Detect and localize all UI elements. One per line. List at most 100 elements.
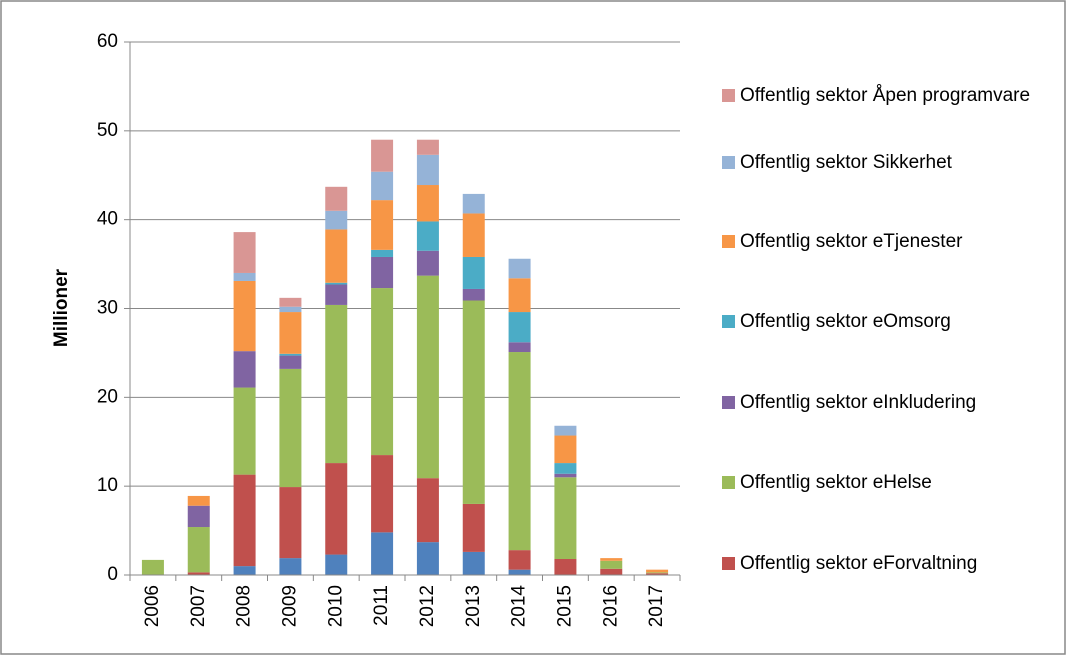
x-tick-label: 2016 — [600, 585, 621, 627]
bar-segment — [600, 560, 623, 569]
y-tick-label: 10 — [97, 475, 118, 496]
bar-segment — [233, 387, 256, 475]
legend-label: Offentlig sektor eOmsorg — [740, 311, 951, 332]
bar-segment — [462, 193, 485, 214]
bar-segment — [279, 487, 302, 559]
x-tick-label: 2013 — [463, 585, 484, 627]
x-tick-label: 2014 — [509, 585, 530, 628]
bar-segment — [233, 232, 256, 273]
x-tick-label: 2017 — [646, 585, 667, 627]
bar-segment — [325, 210, 348, 230]
bar-segment — [646, 573, 669, 575]
legend-label: Offentlig sektor eHelse — [740, 472, 932, 493]
bar-segment — [554, 425, 577, 436]
bar-segment — [508, 352, 531, 551]
bar-segment — [371, 455, 394, 533]
bar-segment — [233, 474, 256, 567]
legend-swatch — [722, 557, 735, 570]
bar-segment — [325, 282, 348, 285]
bar-segment — [325, 229, 348, 283]
bar-segment — [279, 355, 302, 369]
x-tick-label: 2007 — [188, 585, 209, 627]
y-tick-label: 0 — [107, 564, 118, 585]
bar-segment — [233, 280, 256, 352]
legend-item: Offentlig sektor eTjenester — [722, 228, 1057, 255]
y-tick-label: 50 — [97, 120, 118, 141]
bar-segment — [371, 256, 394, 289]
legend-item: Offentlig sektor Sikkerhet — [722, 149, 1057, 176]
bar-segment — [508, 278, 531, 313]
x-tick-label: 2006 — [142, 585, 163, 627]
bar-segment — [233, 272, 256, 281]
bar-segment — [371, 532, 394, 575]
y-tick-label: 20 — [97, 386, 118, 407]
legend-item: Offentlig sektor eHelse — [722, 469, 1057, 496]
bar-segment — [371, 200, 394, 250]
x-tick-label: 2012 — [417, 585, 438, 627]
bar-segment — [279, 306, 302, 313]
bar-segment — [187, 495, 210, 506]
bar-segment — [508, 258, 531, 279]
bar-segment — [279, 558, 302, 575]
x-tick-label: 2011 — [371, 585, 392, 626]
bar-segment — [371, 139, 394, 172]
bar-segment — [416, 185, 439, 222]
bar-segment — [554, 435, 577, 464]
bar-segment — [416, 542, 439, 575]
legend-label: Offentlig sektor eTjenester — [740, 231, 963, 252]
x-tick-label: 2015 — [554, 585, 575, 627]
legend-label: Offentlig sektor Sikkerhet — [740, 152, 952, 173]
legend-label: Offentlig sektor eForvaltning — [740, 553, 978, 574]
bar-segment — [325, 186, 348, 211]
bar-segment — [646, 572, 669, 574]
bar-segment — [462, 300, 485, 504]
legend-swatch — [722, 156, 735, 169]
legend-swatch — [722, 396, 735, 409]
bar-segment — [416, 250, 439, 276]
bar-segment — [646, 569, 669, 573]
x-tick-label: 2008 — [234, 585, 255, 627]
bar-segment — [371, 171, 394, 201]
bar-segment — [279, 312, 302, 354]
bar-segment — [279, 353, 302, 356]
legend-item: Offentlig sektor eForvaltning — [722, 550, 1057, 577]
bar-segment — [508, 569, 531, 575]
bar-segment — [416, 275, 439, 479]
y-tick-label: 30 — [97, 298, 118, 319]
bar-segment — [462, 213, 485, 257]
bar-segment — [187, 527, 210, 573]
bar-segment — [416, 139, 439, 155]
bar-segment — [325, 554, 348, 575]
bar-segment — [416, 221, 439, 251]
legend-item: Offentlig sektor eInkludering — [722, 389, 1057, 416]
bar-segment — [554, 559, 577, 575]
bar-segment — [554, 473, 577, 478]
bar-segment — [233, 566, 256, 575]
bar-segment — [279, 297, 302, 307]
bar-segment — [462, 551, 485, 575]
bar-segment — [187, 505, 210, 528]
bar-segment — [141, 559, 164, 575]
bar-segment — [371, 249, 394, 257]
bar-segment — [508, 342, 531, 353]
bar-segment — [279, 368, 302, 488]
bar-segment — [462, 503, 485, 552]
y-tick-label: 60 — [97, 31, 118, 52]
bar-segment — [508, 550, 531, 570]
bar-segment — [371, 288, 394, 456]
bar-segment — [416, 478, 439, 543]
legend-label: Offentlig sektor eInkludering — [740, 392, 977, 413]
bar-segment — [187, 572, 210, 575]
bar-segment — [600, 558, 623, 561]
legend-label: Offentlig sektor Åpen programvare — [740, 85, 1031, 106]
bar-segment — [554, 477, 577, 560]
x-tick-label: 2009 — [279, 585, 300, 627]
x-tick-label: 2010 — [325, 585, 346, 627]
bar-segment — [508, 312, 531, 343]
bar-segment — [325, 463, 348, 555]
legend-swatch — [722, 315, 735, 328]
legend-item: Offentlig sektor Åpen programvare — [722, 82, 1057, 109]
legend-item: Offentlig sektor eOmsorg — [722, 308, 1057, 335]
